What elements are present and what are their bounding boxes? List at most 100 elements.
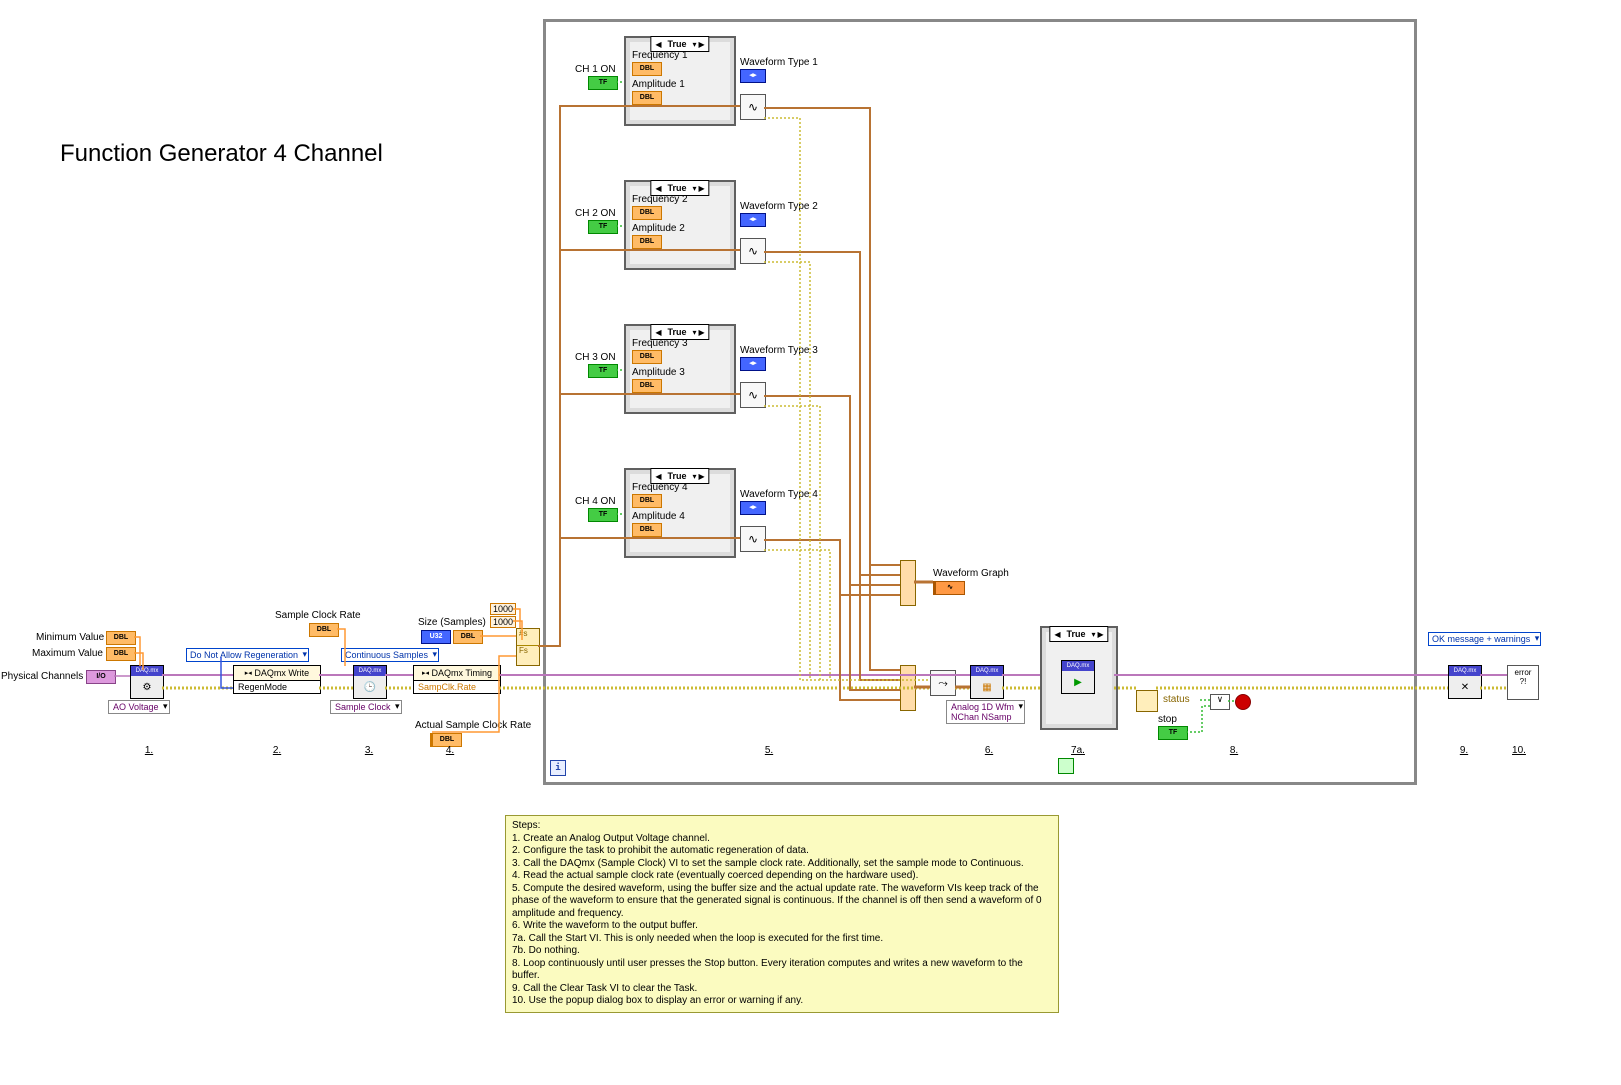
analog-1d-wfm-selector[interactable]: Analog 1D Wfm NChan NSamp — [946, 700, 1025, 724]
ch4-amp-label: Amplitude 4 — [632, 511, 685, 522]
daqmx-timing-node[interactable]: DAQ.mx 🕒 — [353, 665, 387, 699]
ch4-wft-label: Waveform Type 4 — [740, 489, 818, 500]
step-num-6: 6. — [980, 745, 998, 756]
waveform-gen-icon-3[interactable]: ∿ — [740, 382, 766, 408]
step-num-4: 4. — [441, 745, 459, 756]
waveform-gen-icon-2[interactable]: ∿ — [740, 238, 766, 264]
steps-title: Steps: — [512, 820, 1052, 833]
daqmx-banner-5: DAQ.mx — [1449, 666, 1481, 676]
or-node[interactable]: ∨ — [1210, 694, 1230, 710]
daqmx-banner-3: DAQ.mx — [971, 666, 1003, 676]
step-1: 1. Create an Analog Output Voltage chann… — [512, 833, 1052, 846]
min-value-terminal[interactable]: DBL — [106, 631, 136, 645]
ch4-freq-terminal[interactable]: DBL — [632, 494, 662, 508]
step-7a: 7a. Call the Start VI. This is only need… — [512, 933, 1052, 946]
step-7b: 7b. Do nothing. — [512, 945, 1052, 958]
case-selector-start[interactable]: ◀True▾▶ — [1049, 626, 1108, 642]
ch2-amp-terminal[interactable]: DBL — [632, 235, 662, 249]
build-array-node-2[interactable] — [900, 665, 916, 711]
ch1-wft-terminal[interactable]: ◂▸ — [740, 69, 766, 83]
step-num-1: 1. — [140, 745, 158, 756]
waveform-graph-indicator: ∿ — [933, 581, 965, 595]
sample-clock-rate-terminal[interactable]: DBL — [309, 623, 339, 637]
ch2-wft-terminal[interactable]: ◂▸ — [740, 213, 766, 227]
step-9: 9. Call the Clear Task VI to clear the T… — [512, 983, 1052, 996]
continuous-samples-combo[interactable]: Continuous Samples — [341, 648, 439, 662]
size-samples-terminal[interactable]: U32 — [421, 630, 451, 644]
ch2-freq-label: Frequency 2 — [632, 194, 688, 205]
ch4-on-terminal[interactable]: TF — [588, 508, 618, 522]
ch1-amp-terminal[interactable]: DBL — [632, 91, 662, 105]
ch1-amp-label: Amplitude 1 — [632, 79, 685, 90]
const-1000-b[interactable]: 1000 — [490, 616, 516, 628]
max-value-terminal[interactable]: DBL — [106, 647, 136, 661]
daqmx-timing-property-node[interactable]: ▸◂ DAQmx Timing SampClk.Rate — [413, 665, 501, 694]
step-4: 4. Read the actual sample clock rate (ev… — [512, 870, 1052, 883]
daqmx-clear-node[interactable]: DAQ.mx ✕ — [1448, 665, 1482, 699]
ch2-wft-label: Waveform Type 2 — [740, 201, 818, 212]
waveform-gen-icon-1[interactable]: ∿ — [740, 94, 766, 120]
stop-terminal[interactable]: TF — [1158, 726, 1188, 740]
ch1-on-terminal[interactable]: TF — [588, 76, 618, 90]
step-num-2: 2. — [268, 745, 286, 756]
ch4-amp-terminal[interactable]: DBL — [632, 523, 662, 537]
waveform-graph-label: Waveform Graph — [933, 568, 1009, 579]
step-2: 2. Configure the task to prohibit the au… — [512, 845, 1052, 858]
prop-title-2: DAQmx Timing — [432, 668, 493, 678]
prop-sampclkrate: SampClk.Rate — [414, 681, 500, 693]
physical-channels-label: Physical Channels — [1, 671, 83, 682]
ch2-amp-label: Amplitude 2 — [632, 223, 685, 234]
ch3-amp-terminal[interactable]: DBL — [632, 379, 662, 393]
daqmx-create-channel-node[interactable]: DAQ.mx ⚙ — [130, 665, 164, 699]
daqmx-start-node[interactable]: DAQ.mx ▶ — [1061, 660, 1095, 694]
ch3-amp-label: Amplitude 3 — [632, 367, 685, 378]
daqmx-banner-4: DAQ.mx — [1062, 661, 1094, 671]
min-value-label: Minimum Value — [36, 632, 104, 643]
simple-error-handler-node[interactable]: error?! — [1507, 665, 1539, 700]
ao-voltage-selector[interactable]: AO Voltage — [108, 700, 170, 714]
daqmx-write-property-node[interactable]: ▸◂ DAQmx Write RegenMode — [233, 665, 321, 694]
prop-regenmode: RegenMode — [234, 681, 320, 693]
step-6: 6. Write the waveform to the output buff… — [512, 920, 1052, 933]
ch4-on-label: CH 4 ON — [575, 496, 616, 507]
size-samples-dbl-coerce: DBL — [453, 630, 483, 644]
bundle-node[interactable]: #s Fs — [516, 628, 540, 666]
ok-message-combo[interactable]: OK message + warnings — [1428, 632, 1541, 646]
merge-errors-node[interactable]: ⤳ — [930, 670, 956, 696]
const-1000-a[interactable]: 1000 — [490, 603, 516, 615]
loop-condition-terminal[interactable] — [1058, 758, 1074, 774]
ch3-on-label: CH 3 ON — [575, 352, 616, 363]
step-10: 10. Use the popup dialog box to display … — [512, 995, 1052, 1008]
step-num-8: 8. — [1225, 745, 1243, 756]
daqmx-banner-2: DAQ.mx — [354, 666, 386, 676]
loop-stop-terminal[interactable] — [1235, 694, 1251, 710]
daqmx-write-node[interactable]: DAQ.mx ▦ — [970, 665, 1004, 699]
ch1-freq-label: Frequency 1 — [632, 50, 688, 61]
step-num-5: 5. — [760, 745, 778, 756]
ch1-on-label: CH 1 ON — [575, 64, 616, 75]
ch3-wft-terminal[interactable]: ◂▸ — [740, 357, 766, 371]
ch2-freq-terminal[interactable]: DBL — [632, 206, 662, 220]
ch2-on-terminal[interactable]: TF — [588, 220, 618, 234]
unbundle-status-node[interactable] — [1136, 690, 1158, 712]
step-num-9: 9. — [1455, 745, 1473, 756]
regen-combo[interactable]: Do Not Allow Regeneration — [186, 648, 309, 662]
step-num-7a: 7a. — [1069, 745, 1087, 756]
ch3-on-terminal[interactable]: TF — [588, 364, 618, 378]
sample-clock-selector[interactable]: Sample Clock — [330, 700, 402, 714]
bundle-row-fs: Fs — [517, 646, 539, 662]
ch3-freq-terminal[interactable]: DBL — [632, 350, 662, 364]
loop-iteration-terminal: i — [550, 760, 566, 776]
ch1-freq-terminal[interactable]: DBL — [632, 62, 662, 76]
page-title: Function Generator 4 Channel — [60, 140, 383, 168]
ch4-wft-terminal[interactable]: ◂▸ — [740, 501, 766, 515]
build-array-node-1[interactable] — [900, 560, 916, 606]
max-value-label: Maximum Value — [32, 648, 103, 659]
ch3-wft-label: Waveform Type 3 — [740, 345, 818, 356]
physical-channels-terminal[interactable]: I/O — [86, 670, 116, 684]
step-8: 8. Loop continuously until user presses … — [512, 958, 1052, 983]
step-5: 5. Compute the desired waveform, using t… — [512, 883, 1052, 921]
waveform-gen-icon-4[interactable]: ∿ — [740, 526, 766, 552]
ch1-wft-label: Waveform Type 1 — [740, 57, 818, 68]
size-samples-label: Size (Samples) — [418, 617, 486, 628]
